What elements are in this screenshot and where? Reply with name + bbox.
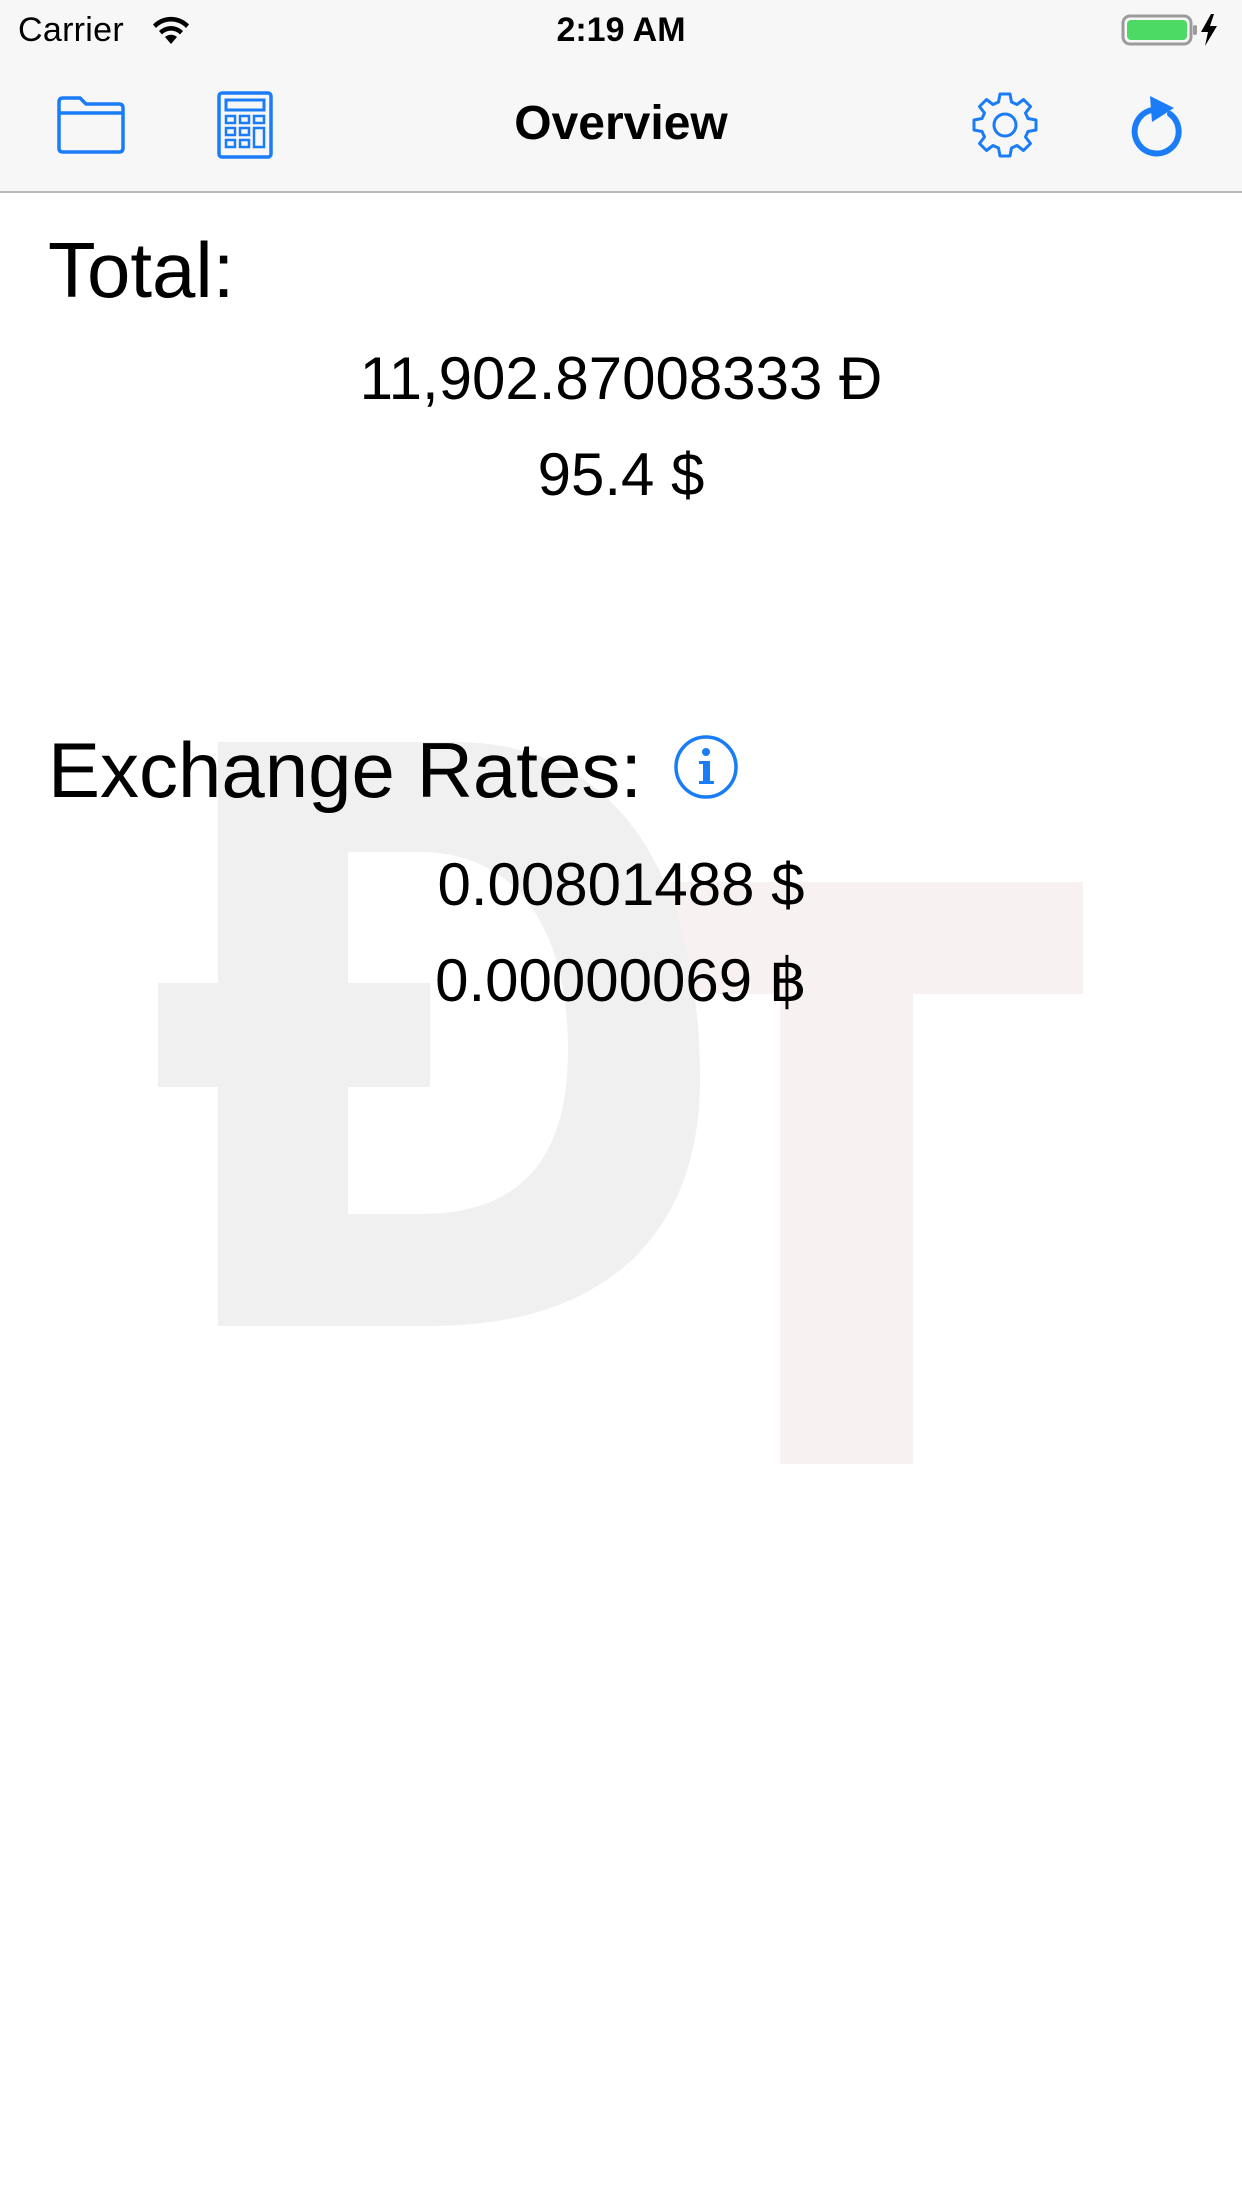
refresh-icon xyxy=(1131,96,1182,157)
status-time: 2:19 AM xyxy=(556,11,686,49)
calculator-icon xyxy=(217,91,273,159)
btc-exchange-rate: 0.00000069 ฿ xyxy=(435,947,807,1014)
watermark-t-shape xyxy=(615,882,1083,1464)
charging-bolt-icon xyxy=(1201,14,1217,46)
exchange-rates-heading: Exchange Rates: xyxy=(48,726,643,814)
battery-icon xyxy=(1121,14,1217,46)
page-title: Overview xyxy=(514,97,728,150)
folder-button[interactable] xyxy=(56,94,126,156)
refresh-button[interactable] xyxy=(1126,90,1186,160)
watermark-d-shape xyxy=(158,742,700,1326)
wifi-icon xyxy=(153,16,189,44)
settings-button[interactable] xyxy=(970,90,1040,160)
calculator-button[interactable] xyxy=(216,90,274,160)
status-bar: Carrier 2:19 AM xyxy=(0,0,1242,60)
gear-icon xyxy=(972,92,1038,158)
total-usd-amount: 95.4 $ xyxy=(537,441,705,508)
usd-exchange-rate: 0.00801488 $ xyxy=(437,851,805,918)
total-heading: Total: xyxy=(48,226,235,314)
folder-icon xyxy=(57,96,125,154)
total-doge-amount: 11,902.87008333 Đ xyxy=(359,345,883,412)
info-icon xyxy=(674,735,738,799)
navigation-bar: Overview xyxy=(0,60,1242,193)
carrier-label: Carrier xyxy=(18,11,124,49)
info-button[interactable] xyxy=(672,733,740,801)
